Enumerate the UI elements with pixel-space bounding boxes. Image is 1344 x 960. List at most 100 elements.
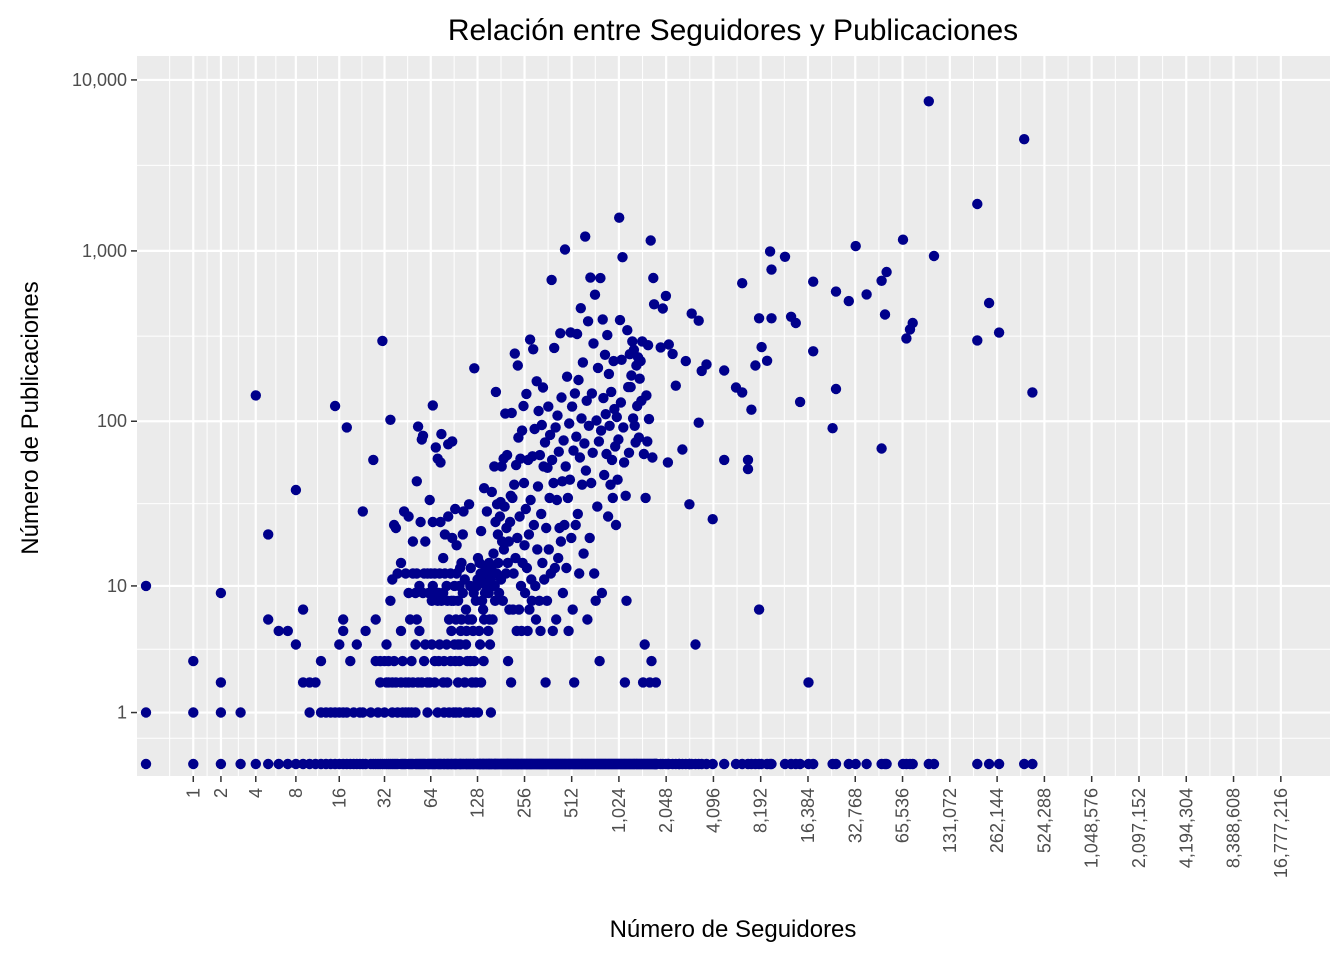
data-point xyxy=(742,463,754,475)
data-point xyxy=(549,342,560,354)
data-point xyxy=(928,758,940,770)
data-point xyxy=(569,388,581,399)
data-point xyxy=(469,363,480,374)
data-point xyxy=(559,244,571,255)
data-point xyxy=(546,274,557,286)
data-point xyxy=(879,309,891,320)
data-point xyxy=(600,409,611,420)
y-tick-label: 1,000 xyxy=(82,241,127,261)
data-point xyxy=(502,557,513,569)
data-point xyxy=(472,707,484,718)
data-point xyxy=(443,511,454,522)
data-point xyxy=(465,562,476,574)
data-point xyxy=(567,604,578,615)
data-point xyxy=(403,511,414,522)
data-point xyxy=(519,587,531,599)
data-point xyxy=(441,639,452,650)
data-point xyxy=(602,511,614,522)
data-point xyxy=(684,499,695,510)
data-point xyxy=(876,443,887,454)
data-point xyxy=(457,587,468,599)
x-tick-label: 16,777,216 xyxy=(1271,788,1291,878)
data-point xyxy=(660,290,672,302)
data-point xyxy=(544,429,556,441)
data-point xyxy=(808,276,819,287)
data-point xyxy=(592,501,603,512)
data-point xyxy=(385,595,396,606)
data-point xyxy=(489,461,500,472)
x-tick-label: 131,072 xyxy=(940,788,960,853)
data-point xyxy=(589,289,601,300)
x-tick-label: 32 xyxy=(375,788,395,808)
data-point xyxy=(693,417,704,428)
data-point xyxy=(140,580,152,592)
data-point xyxy=(456,557,467,569)
data-point xyxy=(972,758,983,770)
data-point xyxy=(562,492,574,504)
x-tick-label: 256 xyxy=(515,788,535,818)
data-point xyxy=(597,314,608,325)
data-point xyxy=(523,529,535,540)
data-point xyxy=(418,655,430,667)
x-tick-label: 16,384 xyxy=(798,788,818,843)
data-point xyxy=(501,449,513,461)
data-point xyxy=(447,436,458,447)
data-point xyxy=(581,395,592,406)
data-point xyxy=(622,325,633,336)
data-point xyxy=(827,423,838,434)
data-point xyxy=(400,568,411,579)
data-point xyxy=(395,625,407,637)
data-point xyxy=(466,614,478,625)
data-point xyxy=(588,338,599,349)
data-point xyxy=(779,251,791,262)
x-tick-label: 64 xyxy=(421,788,441,808)
data-point xyxy=(555,536,567,547)
data-point xyxy=(850,758,861,770)
data-point xyxy=(458,506,469,517)
data-point xyxy=(719,758,730,770)
data-point xyxy=(650,677,662,688)
data-point xyxy=(881,266,892,278)
data-point xyxy=(497,595,508,606)
data-point xyxy=(534,595,545,606)
data-point xyxy=(390,522,402,534)
data-point xyxy=(412,421,424,432)
data-point xyxy=(388,655,400,667)
data-point xyxy=(570,519,581,531)
data-point xyxy=(690,639,701,650)
data-point xyxy=(563,625,574,637)
data-point xyxy=(546,454,558,466)
data-point xyxy=(334,639,345,650)
data-point xyxy=(861,289,872,300)
y-tick-label: 1 xyxy=(117,703,127,723)
data-point xyxy=(642,340,654,351)
data-point xyxy=(553,552,564,564)
data-point xyxy=(411,476,422,487)
data-point xyxy=(385,414,396,425)
data-point xyxy=(424,494,435,506)
x-tick-label: 2,048 xyxy=(656,788,676,833)
x-tick-label: 1,048,576 xyxy=(1082,788,1102,868)
data-point xyxy=(610,519,622,531)
data-point xyxy=(558,435,569,446)
data-point xyxy=(483,587,494,599)
data-point xyxy=(591,415,602,426)
data-point xyxy=(550,422,561,433)
data-point xyxy=(488,548,499,559)
data-point xyxy=(483,625,494,637)
data-point xyxy=(509,479,520,490)
data-point xyxy=(766,313,777,324)
x-tick-label: 512 xyxy=(562,788,582,818)
data-point xyxy=(598,392,609,404)
data-point xyxy=(670,380,681,391)
data-point xyxy=(290,484,302,496)
data-point xyxy=(619,677,631,688)
data-point xyxy=(662,457,674,468)
x-tick-label: 16 xyxy=(329,788,349,808)
data-point xyxy=(477,604,489,615)
data-point xyxy=(539,437,551,448)
data-point xyxy=(494,511,506,522)
x-tick-label: 128 xyxy=(468,788,488,818)
data-point xyxy=(609,403,620,415)
plot-panel xyxy=(137,56,1330,776)
